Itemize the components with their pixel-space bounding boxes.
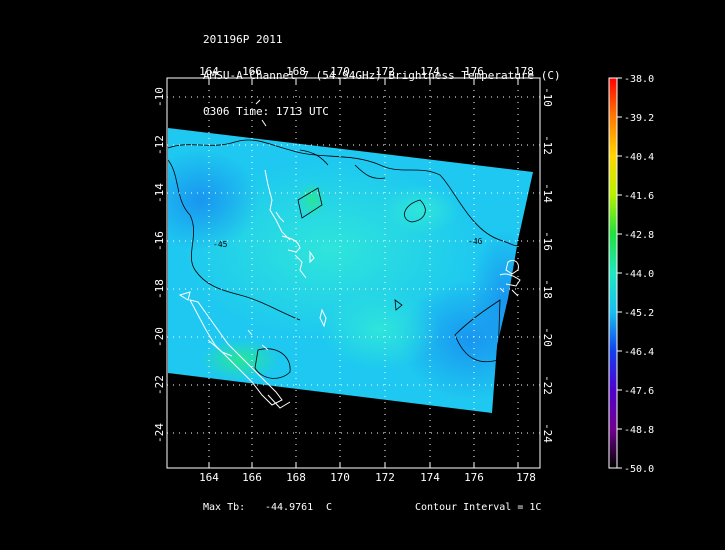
lon-tick-label: 178 xyxy=(514,65,534,78)
lat-labels-right: -10 -12 -14 -16 -18 -20 -22 -24 xyxy=(541,87,554,443)
lon-tick-label: 176 xyxy=(464,471,484,484)
colorbar-label: -50.0 xyxy=(624,464,654,475)
colorbar-label: -40.4 xyxy=(624,152,654,163)
colorbar-labels: -38.0 -39.2 -40.4 -41.6 -42.8 -44.0 -45.… xyxy=(624,74,654,475)
coastlines xyxy=(178,99,521,409)
colorbar xyxy=(608,77,618,469)
colorbar-label: -38.0 xyxy=(624,74,654,85)
lat-tick-label: -20 xyxy=(153,327,166,347)
lon-tick-label: 168 xyxy=(286,65,306,78)
colorbar-label: -48.8 xyxy=(624,425,654,436)
map-frame xyxy=(166,77,541,469)
contour-label: -46 xyxy=(496,351,511,360)
lon-labels-bottom: 164 166 168 170 172 174 176 178 xyxy=(199,471,536,484)
colorbar-label: -41.6 xyxy=(624,191,654,202)
colorbar-ticks xyxy=(617,77,622,469)
header-product-id: 201196P 2011 xyxy=(203,33,283,46)
lon-tick-label: 178 xyxy=(516,471,536,484)
lon-tick-label: 176 xyxy=(464,65,484,78)
lon-tick-label: 164 xyxy=(199,471,219,484)
lat-tick-label: -24 xyxy=(541,423,554,443)
colorbar-label: -47.6 xyxy=(624,386,654,397)
lat-tick-label: -16 xyxy=(153,231,166,251)
temperature-contours xyxy=(167,139,519,379)
lon-tick-label: 174 xyxy=(420,471,440,484)
lon-tick-label: 164 xyxy=(199,65,219,78)
lat-tick-label: -18 xyxy=(541,279,554,299)
axis-ticks xyxy=(208,78,519,468)
max-tb-unit: C xyxy=(326,502,333,513)
lat-tick-label: -10 xyxy=(541,87,554,107)
colorbar-label: -39.2 xyxy=(624,113,654,124)
max-tb-value: -44.9761 xyxy=(265,502,314,513)
colorbar-label: -45.2 xyxy=(624,308,654,319)
lat-tick-label: -22 xyxy=(153,375,166,395)
lon-tick-label: 168 xyxy=(286,471,306,484)
lon-tick-label: 166 xyxy=(242,65,262,78)
lon-tick-label: 172 xyxy=(375,65,395,78)
lat-tick-label: -12 xyxy=(153,135,166,155)
contour-interval: Contour Interval = 1C xyxy=(415,502,542,513)
lon-labels-top: 164 166 168 170 172 174 176 178 xyxy=(199,65,534,78)
colorbar-label: -46.4 xyxy=(624,347,654,358)
lat-tick-label: -16 xyxy=(541,231,554,251)
lon-tick-label: 170 xyxy=(330,471,350,484)
contour-label: -45 xyxy=(213,240,228,249)
lat-tick-label: -12 xyxy=(541,135,554,155)
max-tb-label: Max Tb: xyxy=(203,502,246,513)
colorbar-label: -42.8 xyxy=(624,230,654,241)
lon-tick-label: 170 xyxy=(330,65,350,78)
lon-tick-label: 166 xyxy=(242,471,262,484)
header-time: 0306 Time: 1713 UTC xyxy=(203,105,329,118)
lat-lon-grid xyxy=(167,78,540,468)
lon-tick-label: 172 xyxy=(375,471,395,484)
lat-tick-label: -18 xyxy=(153,279,166,299)
lat-labels-left: -10 -12 -14 -16 -18 -20 -22 -24 xyxy=(153,87,166,443)
contour-label: -46 xyxy=(468,237,483,246)
colorbar-label: -44.0 xyxy=(624,269,654,280)
lon-tick-label: 174 xyxy=(420,65,440,78)
lat-tick-label: -22 xyxy=(541,375,554,395)
lat-tick-label: -14 xyxy=(153,183,166,203)
lat-tick-label: -24 xyxy=(153,423,166,443)
lat-tick-label: -20 xyxy=(541,327,554,347)
lat-tick-label: -10 xyxy=(153,87,166,107)
lat-tick-label: -14 xyxy=(541,183,554,203)
